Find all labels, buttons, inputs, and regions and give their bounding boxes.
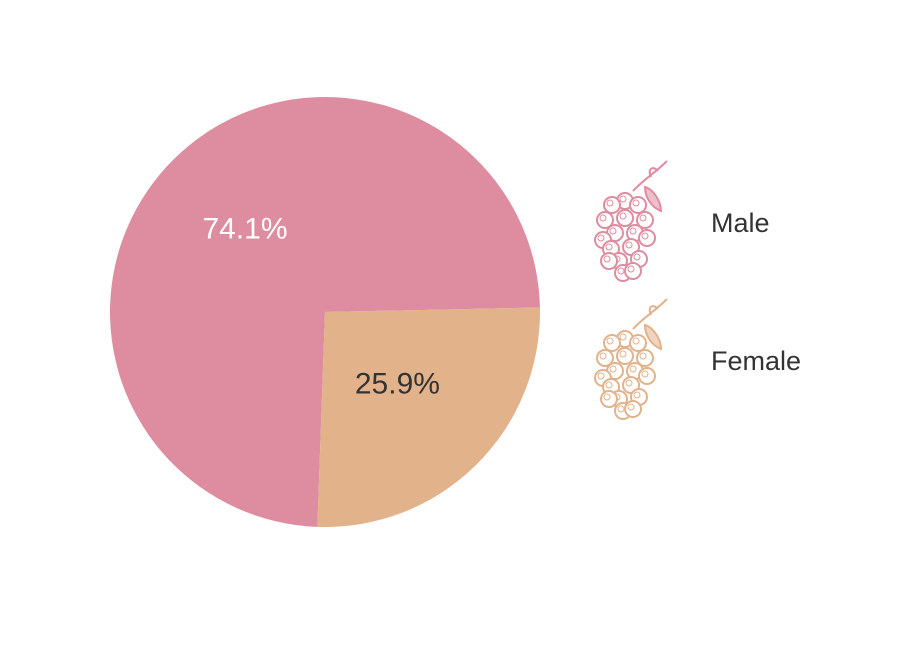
pie-slice-male — [110, 96, 540, 527]
pie-slice-labels: 74.1% 25.9% — [202, 213, 439, 401]
slice-label-female: 25.9% — [355, 367, 440, 400]
slice-label-male: 74.1% — [202, 213, 287, 246]
legend: Male Female — [594, 160, 801, 420]
legend-label-female: Female — [711, 346, 801, 376]
legend-label-male: Male — [711, 208, 770, 238]
pie-slice-female — [317, 307, 540, 527]
grape-bunch-icon — [594, 160, 668, 282]
pie-slices — [110, 96, 540, 527]
grape-bunch-icon — [594, 298, 668, 420]
